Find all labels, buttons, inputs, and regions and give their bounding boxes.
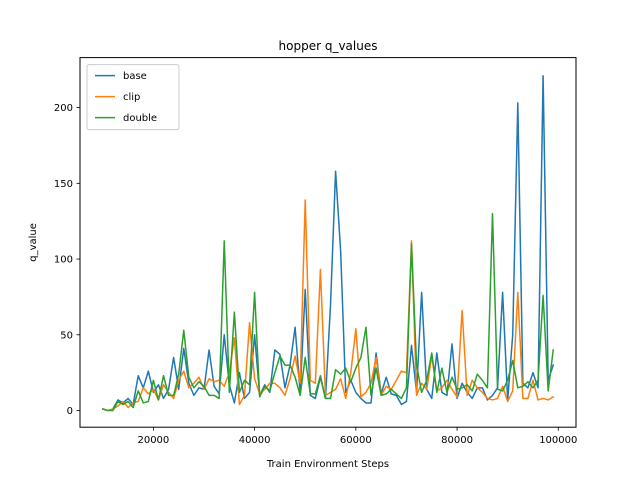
plot-area — [79, 57, 577, 428]
legend-box — [86, 64, 180, 131]
x-tick-label: 40000 — [239, 435, 271, 446]
legend-label-base: base — [123, 71, 147, 82]
y-tick-label: 150 — [54, 179, 73, 190]
y-tick-label: 100 — [54, 255, 73, 266]
x-tick-label: 60000 — [340, 435, 372, 446]
x-axis-label: Train Environment Steps — [266, 459, 389, 470]
series-line-clip — [101, 199, 555, 412]
x-tick-label: 20000 — [137, 435, 169, 446]
series-line-double — [101, 212, 555, 412]
y-tick-label: 0 — [67, 406, 73, 417]
chart-title: hopper q_values — [279, 39, 378, 53]
legend-label-clip: clip — [123, 92, 140, 103]
x-tick-label: 80000 — [441, 435, 473, 446]
y-tick-label: 50 — [60, 330, 73, 341]
series-layer — [101, 75, 555, 412]
plot-frame — [79, 57, 577, 428]
y-tick-label: 200 — [54, 103, 73, 114]
legend: base clip double — [86, 64, 180, 131]
y-axis: 0 50 100 150 200 — [54, 103, 80, 417]
x-axis: 20000 40000 60000 80000 100000 — [137, 427, 577, 446]
legend-label-double: double — [123, 113, 157, 124]
x-tick-label: 100000 — [539, 435, 577, 446]
y-axis-label: q_value — [28, 223, 39, 262]
